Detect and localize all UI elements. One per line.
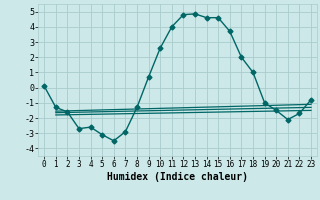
X-axis label: Humidex (Indice chaleur): Humidex (Indice chaleur) [107,172,248,182]
